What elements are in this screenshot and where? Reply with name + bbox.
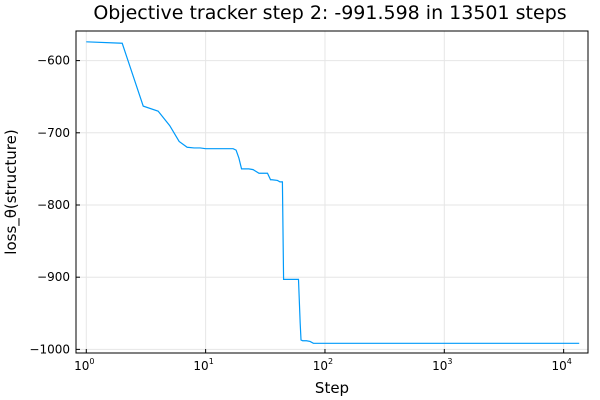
- x-tick-label: 102: [313, 357, 333, 373]
- y-tick-label: −1000: [29, 342, 70, 356]
- chart-title: Objective tracker step 2: -991.598 in 13…: [93, 2, 566, 24]
- y-tick-label: −700: [37, 126, 70, 140]
- axis-ticks: −600 −700 −800 −900 −1000 100 101 102 103 104: [29, 54, 571, 373]
- y-tick-label: −900: [37, 270, 70, 284]
- plot-frame: [75, 30, 589, 354]
- grid: [76, 31, 588, 353]
- y-axis-label: loss_θ(structure): [2, 129, 21, 254]
- x-tick-label: 103: [432, 357, 452, 373]
- series-line: [86, 41, 580, 344]
- x-tick-label: 100: [74, 357, 94, 373]
- x-axis-label: Step: [315, 379, 349, 397]
- y-tick-label: −600: [37, 54, 70, 68]
- x-tick-label: 101: [193, 357, 213, 373]
- x-tick-label: 104: [551, 357, 571, 373]
- y-tick-label: −800: [37, 198, 70, 212]
